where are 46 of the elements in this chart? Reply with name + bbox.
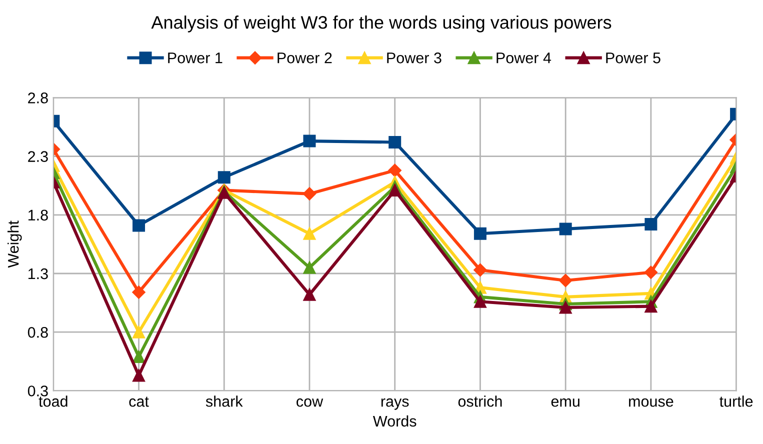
point xyxy=(132,286,146,299)
y-tick-label: 2.3 xyxy=(28,151,48,162)
point xyxy=(132,326,146,338)
point xyxy=(644,218,658,231)
x-tick-label: mouse xyxy=(629,398,674,407)
y-tick-label: 0.3 xyxy=(28,386,48,396)
x-tick-label: cow xyxy=(296,398,324,407)
legend-label: Power 1 xyxy=(168,52,222,64)
point xyxy=(388,184,402,197)
point xyxy=(474,295,486,308)
chart-title: Analysis of weight W3 for the words using various powers xyxy=(151,16,612,32)
y-tick-label: 0.8 xyxy=(28,326,48,338)
point xyxy=(218,171,230,184)
point xyxy=(559,301,572,314)
point xyxy=(474,227,486,240)
point xyxy=(388,164,402,177)
x-axis-title: Words xyxy=(372,415,416,427)
point xyxy=(474,263,487,277)
point xyxy=(132,219,146,232)
x-tick-label: emu xyxy=(551,398,580,407)
point xyxy=(559,222,572,236)
legend-label: Power 4 xyxy=(496,52,552,64)
point xyxy=(303,261,316,274)
point xyxy=(302,187,316,200)
y-tick-label: 2.8 xyxy=(28,92,48,104)
x-tick-label: rays xyxy=(381,398,409,410)
x-tick-label: turtle xyxy=(720,396,753,407)
legend-label: Power 2 xyxy=(278,52,332,64)
point xyxy=(388,136,402,148)
legend-label: Power 3 xyxy=(387,52,442,64)
point xyxy=(132,369,146,382)
y-tick-label: 1.3 xyxy=(28,268,48,280)
point xyxy=(303,227,316,240)
point xyxy=(303,134,316,148)
y-axis-title: Weight xyxy=(8,220,22,268)
point xyxy=(644,266,658,279)
y-tick-label: 1.8 xyxy=(28,210,48,221)
x-tick-label: toad xyxy=(38,396,68,407)
x-tick-label: ostrich xyxy=(458,396,502,407)
point xyxy=(644,300,658,313)
point xyxy=(303,288,316,301)
legend-label: Power 5 xyxy=(606,52,660,64)
x-tick-label: shark xyxy=(206,396,243,407)
point xyxy=(558,274,572,288)
x-tick-label: cat xyxy=(129,396,149,407)
point xyxy=(132,350,146,363)
